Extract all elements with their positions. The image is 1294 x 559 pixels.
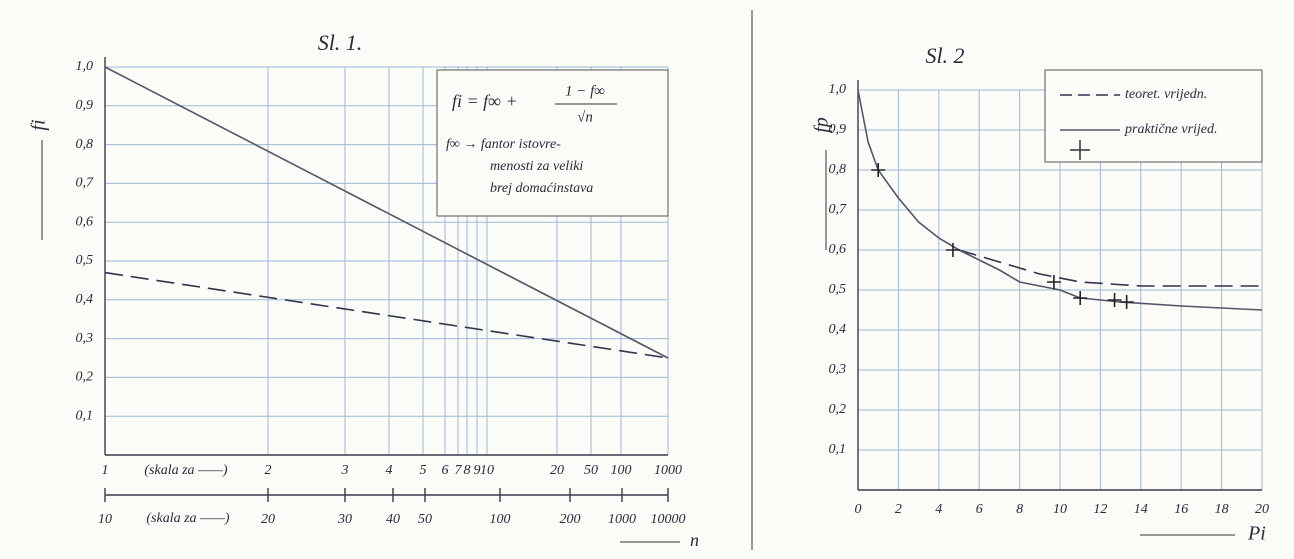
chart-title: Sl. 2: [925, 43, 964, 68]
x-tick-label: 20: [1255, 502, 1269, 517]
y-tick-label: 0,7: [829, 202, 848, 217]
x2-tick-label: 30: [337, 512, 352, 527]
y-tick-label: 0,7: [76, 176, 95, 191]
x-tick-label: 8: [464, 463, 471, 478]
y-axis-label: fp: [811, 117, 833, 133]
x-tick-label: 18: [1215, 502, 1229, 517]
x-tick-label: 5: [420, 463, 427, 478]
x-tick-label: 8: [1016, 502, 1023, 517]
x-tick-label: 20: [550, 463, 564, 478]
x2-tick-label: 10000: [651, 512, 686, 527]
x-tick-label: 6: [976, 502, 983, 517]
x-tick-label: 1000: [654, 463, 682, 478]
x2-tick-label: 100: [490, 512, 511, 527]
y-tick-label: 0,8: [829, 162, 847, 177]
x2-tick-label: 20: [261, 512, 275, 527]
y-tick-label: 0,8: [76, 137, 94, 152]
y-tick-label: 0,9: [76, 98, 94, 113]
data-line: [958, 249, 1262, 287]
data-marker: [1073, 291, 1088, 305]
legend-box: [1044, 69, 1263, 163]
y-tick-label: 0,3: [76, 331, 94, 346]
y-tick-label: 0,2: [829, 402, 847, 417]
x-tick-label: 7: [455, 463, 463, 478]
x-tick-label: 14: [1134, 502, 1148, 517]
y-tick-label: 0,3: [829, 362, 847, 377]
legend-label: teoret. vrijedn.: [1125, 87, 1207, 102]
x2-tick-label: 40: [386, 512, 400, 527]
formula-box: [436, 69, 669, 217]
x-tick-label: 4: [386, 463, 393, 478]
scale-note: (skala za ——): [144, 463, 228, 478]
x-tick-label: 6: [442, 463, 449, 478]
x-tick-label: 2: [895, 502, 902, 517]
x-tick-label: 100: [611, 463, 632, 478]
y-tick-label: 0,9: [829, 122, 847, 137]
y-tick-label: 0,2: [76, 370, 94, 385]
x-tick-label: 12: [1093, 502, 1107, 517]
x-tick-label: 2: [265, 463, 272, 478]
x2-tick-label: 1000: [608, 512, 636, 527]
x-tick-label: 1: [102, 463, 109, 478]
x2-tick-label: 200: [560, 512, 581, 527]
x-tick-label: 0: [855, 502, 862, 517]
y-tick-label: 0,5: [829, 282, 847, 297]
chart-title: Sl. 1.: [318, 30, 363, 55]
y-tick-label: 1,0: [76, 59, 94, 74]
y-tick-label: 0,5: [76, 253, 94, 268]
x-axis-label: Pi: [1247, 523, 1266, 545]
y-tick-label: 0,1: [76, 408, 94, 423]
x-tick-label: 3: [341, 463, 349, 478]
data-line: [104, 271, 669, 359]
legend-marker: [1070, 140, 1090, 160]
formula-denominator: √n: [577, 109, 593, 125]
data-marker: [1119, 295, 1134, 309]
y-tick-label: 1,0: [829, 82, 847, 97]
data-marker: [871, 163, 886, 177]
x2-tick-label: 50: [418, 512, 432, 527]
y-tick-label: 0,6: [829, 242, 847, 257]
data-marker: [945, 243, 960, 257]
scale-note: (skala za ——): [146, 511, 230, 526]
y-tick-label: 0,1: [829, 442, 847, 457]
y-tick-label: 0,4: [829, 322, 847, 337]
x-axis-label: n: [690, 530, 699, 550]
y-axis-label: fi: [28, 119, 50, 130]
data-marker: [1046, 275, 1061, 289]
x-tick-label: 9: [474, 463, 481, 478]
x-tick-label: 10: [1053, 502, 1067, 517]
y-tick-label: 0,4: [76, 292, 94, 307]
note: f∞ → fantor istovre-: [446, 137, 561, 152]
x-tick-label: 50: [584, 463, 598, 478]
data-marker: [1107, 293, 1122, 307]
formula: fi = f∞ +: [452, 91, 518, 111]
note: menosti za veliki: [490, 159, 583, 174]
legend-label: praktične vrijed.: [1124, 122, 1218, 137]
note: brej domaćinstava: [490, 181, 593, 196]
formula-numerator: 1 − f∞: [565, 83, 605, 99]
x-tick-label: 16: [1174, 502, 1188, 517]
x-tick-label: 4: [935, 502, 942, 517]
x2-tick-label: 10: [98, 512, 112, 527]
data-line: [104, 66, 669, 359]
data-line: [857, 89, 1263, 311]
x-tick-label: 10: [480, 463, 494, 478]
y-tick-label: 0,6: [76, 214, 94, 229]
